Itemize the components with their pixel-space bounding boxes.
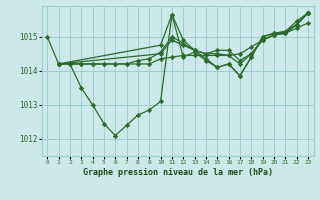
X-axis label: Graphe pression niveau de la mer (hPa): Graphe pression niveau de la mer (hPa) bbox=[83, 168, 273, 177]
